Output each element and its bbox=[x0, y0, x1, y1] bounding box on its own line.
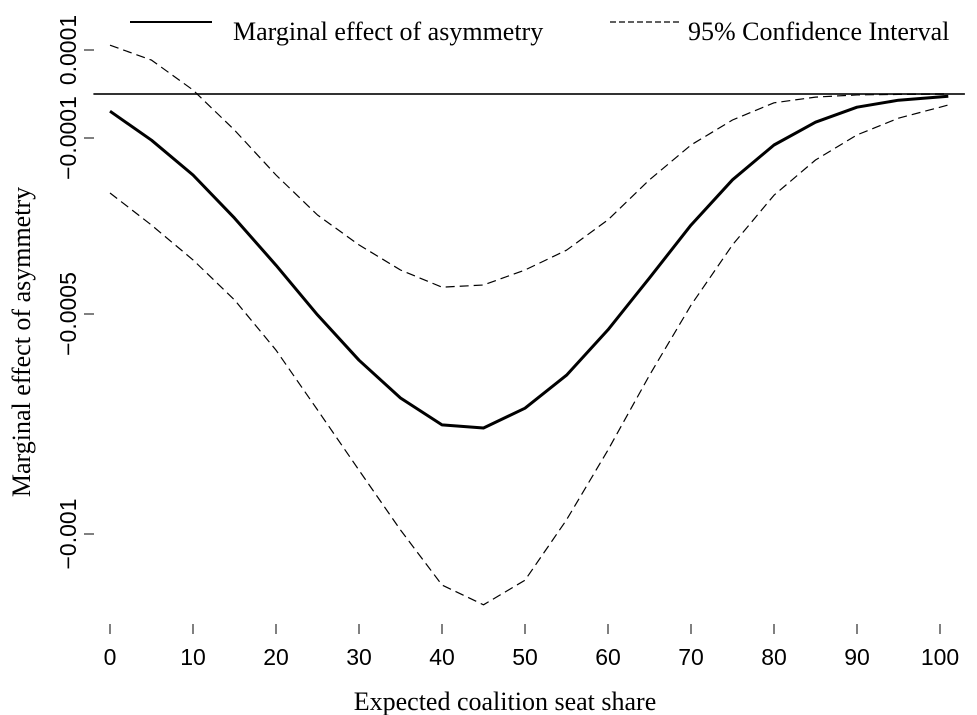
y-tick-label: −0.0005 bbox=[55, 272, 81, 356]
x-tick-label: 50 bbox=[512, 644, 538, 670]
x-axis-label: Expected coalition seat share bbox=[354, 687, 656, 715]
x-tick-label: 0 bbox=[104, 644, 117, 670]
x-tick-label: 60 bbox=[595, 644, 621, 670]
x-tick-label: 30 bbox=[346, 644, 372, 670]
series-line bbox=[109, 44, 949, 288]
series-line bbox=[109, 104, 949, 606]
x-tick-label: 80 bbox=[761, 644, 787, 670]
x-tick-label: 100 bbox=[921, 644, 959, 670]
y-axis-label: Marginal effect of asymmetry bbox=[7, 187, 36, 497]
legend-label: Marginal effect of asymmetry bbox=[233, 17, 543, 46]
series-line bbox=[109, 94, 949, 430]
y-tick-label: −0.001 bbox=[55, 499, 81, 570]
x-tick-label: 90 bbox=[844, 644, 870, 670]
x-tick-label: 20 bbox=[263, 644, 289, 670]
x-tick-label: 10 bbox=[180, 644, 206, 670]
x-tick-label: 40 bbox=[429, 644, 455, 670]
y-tick-label: 0.0001 bbox=[55, 15, 81, 85]
x-tick-label: 70 bbox=[678, 644, 704, 670]
legend-label: 95% Confidence Interval bbox=[688, 17, 949, 46]
y-tick-label: −0.0001 bbox=[55, 96, 81, 180]
